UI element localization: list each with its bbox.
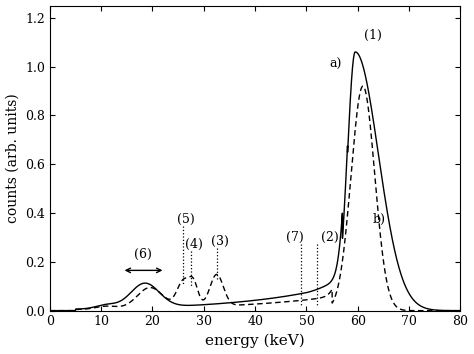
Text: (5): (5) xyxy=(177,213,195,227)
X-axis label: energy (keV): energy (keV) xyxy=(205,334,305,348)
Text: (4): (4) xyxy=(184,238,202,251)
Text: (3): (3) xyxy=(211,235,229,249)
Text: (1): (1) xyxy=(364,29,382,42)
Text: (7): (7) xyxy=(286,230,304,244)
Y-axis label: counts (arb. units): counts (arb. units) xyxy=(6,93,19,223)
Text: a): a) xyxy=(329,58,341,71)
Text: (2): (2) xyxy=(321,230,338,244)
Text: (6): (6) xyxy=(134,247,152,261)
Text: b): b) xyxy=(372,213,385,225)
